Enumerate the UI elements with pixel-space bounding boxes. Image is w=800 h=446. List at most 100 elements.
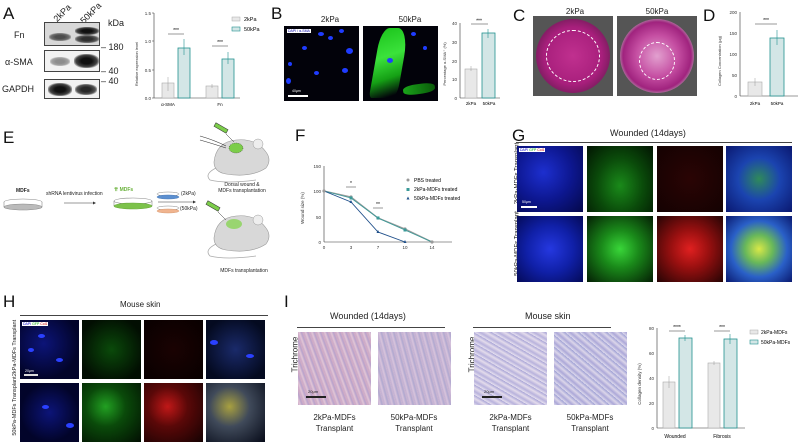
panel-i-divider-right: [473, 327, 611, 328]
image-g-r2-gfp: [587, 216, 653, 282]
kda-label: kDa: [108, 18, 125, 28]
svg-text:80: 80: [649, 326, 655, 331]
svg-text:3: 3: [350, 245, 353, 250]
svg-text:Relative expression level: Relative expression level: [134, 42, 139, 86]
svg-text:100: 100: [313, 189, 321, 194]
panel-letter-e: E: [3, 128, 15, 147]
svg-text:2kPa-MDFs treated: 2kPa-MDFs treated: [414, 187, 458, 193]
panel-letter-a: A: [3, 4, 15, 23]
caption-i-3: 2kPa-MDFs Transplant: [474, 412, 547, 434]
scale-bar-g: [521, 206, 537, 208]
dish-2kpa-label: (2kPa): [181, 191, 196, 197]
stain-gfp: GFP: [529, 148, 537, 152]
svg-text:Fibrosis: Fibrosis: [713, 434, 731, 440]
svg-text:1.5: 1.5: [145, 11, 152, 16]
marker-40a-text: 40: [108, 66, 119, 76]
svg-text:2kPa: 2kPa: [244, 17, 257, 23]
chart-f-line: Wound size (%) 0 50 100 150 0 3 7 10 14 * ** PB…: [300, 164, 460, 250]
trichrome-image-1: 20μm: [298, 332, 371, 405]
image-g-r1-dapi: DAPI GFP Col1 50μm: [517, 146, 583, 212]
svg-text:10: 10: [452, 77, 458, 82]
blot-fn: [44, 22, 100, 46]
svg-text:**: **: [376, 202, 380, 208]
caption-i-2-l1: 50kPa-MDFs: [390, 413, 438, 422]
caption-i-4: 50kPa-MDFs Transplant: [550, 412, 630, 434]
scale-label: 40μm: [292, 89, 301, 93]
stain-col1: Col1: [537, 148, 545, 152]
stain-gfp-h: GFP: [32, 322, 40, 326]
mouse-illustration-2: [205, 200, 270, 259]
svg-text:200: 200: [729, 10, 737, 15]
panel-i-title-left: Wounded (14days): [330, 311, 406, 321]
svg-text:Fn: Fn: [217, 102, 223, 107]
svg-text:Wound size (%): Wound size (%): [300, 192, 305, 224]
svg-text:0: 0: [454, 96, 457, 101]
infection-label: shRNA lentivirus infection: [46, 191, 103, 197]
image-h-r1-col1: [144, 320, 203, 379]
image-h-r2-merge: [206, 383, 265, 442]
protein-label-asma: α-SMA: [5, 57, 33, 67]
panel-i-divider-left: [297, 327, 445, 328]
panel-letter-i: I: [284, 292, 289, 311]
svg-text:Collagen Concentration (μg): Collagen Concentration (μg): [717, 35, 722, 86]
svg-text:150: 150: [313, 164, 321, 169]
image-h-r1-dapi: DAPI GFP Col1 20μm: [20, 320, 79, 379]
caption-i-1: 2kPa-MDFs Transplant: [298, 412, 371, 434]
svg-text:40: 40: [649, 376, 655, 381]
scale-label-h: 20μm: [25, 369, 34, 373]
image-g-r2-col1: [657, 216, 723, 282]
stain-dapi: DAPI: [520, 148, 529, 152]
image-label-2kpa: 2kPa: [320, 15, 340, 24]
image-g-r2-dapi: [517, 216, 583, 282]
image-g-r1-col1: [657, 146, 723, 212]
image-g-r2-merge: [726, 216, 792, 282]
image-label-50kpa: 50kPa: [398, 15, 422, 24]
svg-text:2kPa: 2kPa: [466, 101, 477, 106]
scale-label-i: 20μm: [308, 389, 319, 394]
svg-text:20: 20: [452, 59, 458, 64]
svg-text:0.5: 0.5: [145, 68, 152, 73]
caption-i-4-l1: 50kPa-MDFs: [566, 413, 614, 422]
chart-a-bar: Relative expression level 0.0 0.5 1.0 1.5 *…: [134, 11, 261, 107]
scale-bar-i: [306, 396, 326, 398]
blot-gapdh: [44, 79, 100, 99]
svg-text:10: 10: [402, 245, 408, 250]
well-image-50kpa: [617, 16, 697, 96]
svg-text:Collagen density (%): Collagen density (%): [637, 363, 642, 405]
svg-text:50kPa-MDFs: 50kPa-MDFs: [761, 340, 791, 346]
svg-text:1.0: 1.0: [145, 39, 152, 44]
dish-50kpa-label: (50kPa): [180, 206, 198, 212]
svg-text:PBS treated: PBS treated: [414, 178, 441, 184]
panel-letter-b: B: [271, 4, 283, 23]
stain-dapi-h: DAPI: [23, 322, 32, 326]
mouse2-caption: MDFs transplantation: [220, 268, 268, 274]
image-b-2kpa: DAPI / α-SMA 40μm: [284, 26, 359, 101]
well-label-2kpa: 2kPa: [565, 7, 585, 16]
panel-i-title-right: Mouse skin: [525, 311, 571, 321]
svg-text:0: 0: [734, 94, 737, 99]
svg-text:100: 100: [729, 52, 737, 57]
svg-text:***: ***: [719, 325, 725, 331]
chart-d-bar: Collagen Concentration (μg) 0 50 100 150 200…: [717, 10, 798, 106]
panel-letter-c: C: [513, 6, 526, 25]
svg-text:7: 7: [377, 245, 380, 250]
svg-text:*: *: [350, 181, 352, 187]
scale-label-i2: 20μm: [484, 389, 495, 394]
caption-i-1-l2: Transplant: [315, 424, 354, 433]
panel-letter-g: G: [512, 126, 526, 145]
scale-bar-h: [24, 374, 38, 376]
mouse1-caption-1: Dorsal wound &: [224, 182, 260, 188]
svg-text:150: 150: [729, 31, 737, 36]
lane-label-2kpa: 2kPa: [51, 2, 74, 24]
marker-40b: – 40: [101, 76, 119, 86]
svg-text:α-SMA: α-SMA: [161, 102, 175, 107]
svg-text:0: 0: [651, 426, 654, 431]
marker-180: – 180: [101, 42, 124, 52]
image-b-50kpa: [363, 26, 438, 101]
workflow-diagram: [3, 191, 196, 214]
stain-label: DAPI / α-SMA: [287, 29, 311, 33]
stain-legend-g: DAPI GFP Col1: [519, 148, 546, 152]
caption-i-2-l2: Transplant: [395, 424, 433, 433]
svg-text:***: ***: [173, 28, 179, 34]
